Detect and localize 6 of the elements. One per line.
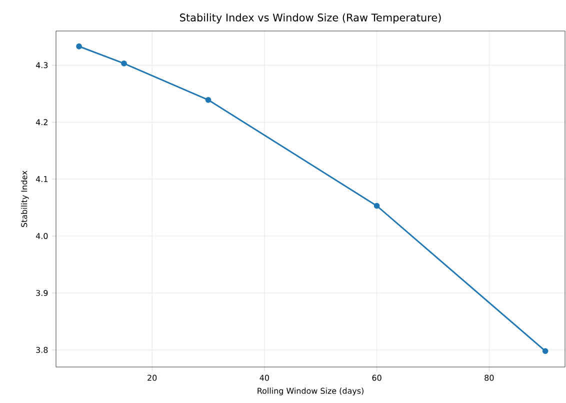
point bbox=[374, 202, 380, 209]
point bbox=[542, 348, 548, 354]
point bbox=[205, 96, 212, 103]
point bbox=[76, 43, 82, 50]
point bbox=[121, 60, 127, 66]
chart-title: Stability Index vs Window Size (Raw Temperature) bbox=[180, 13, 441, 24]
